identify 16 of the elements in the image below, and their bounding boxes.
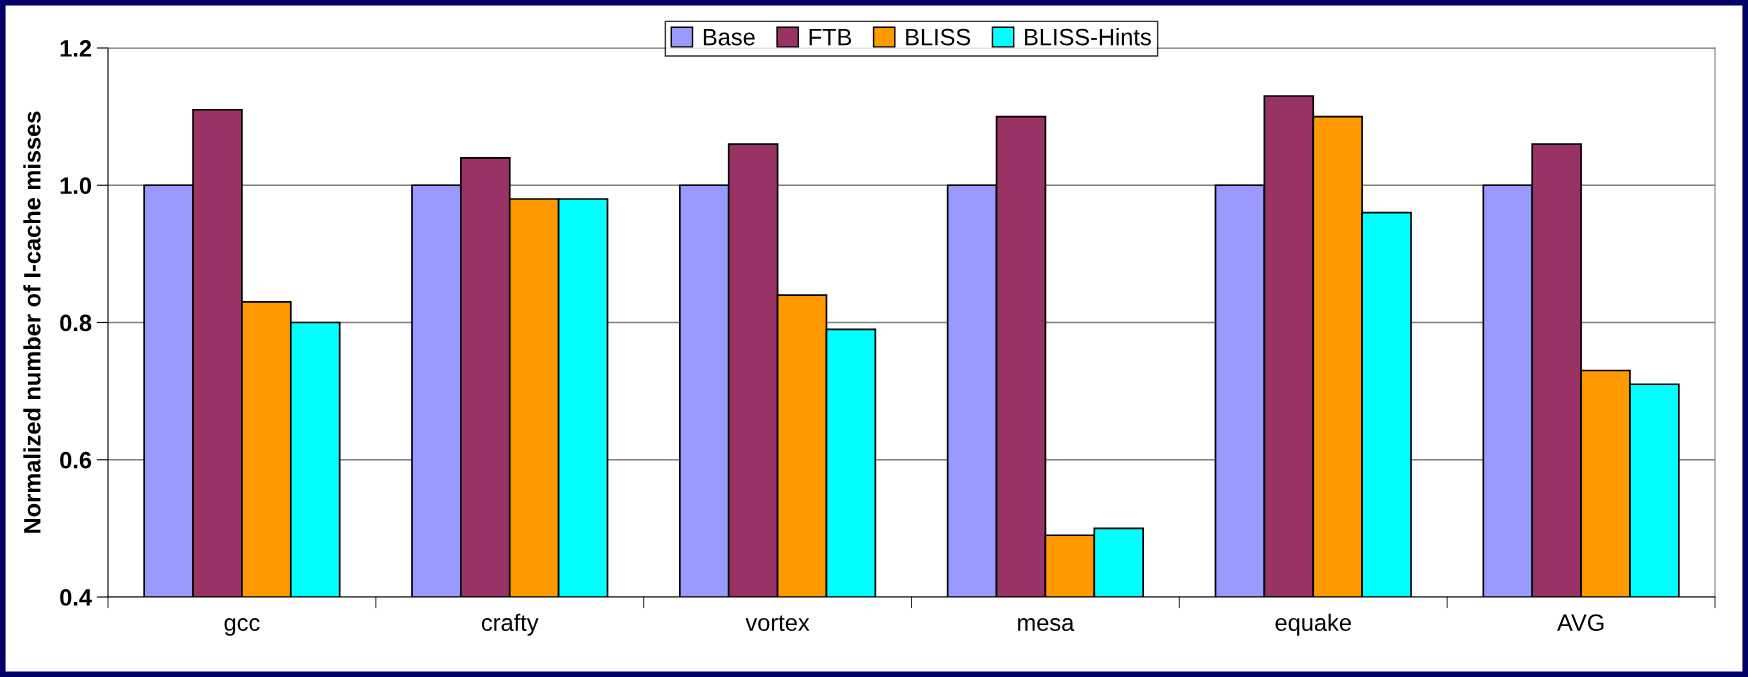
x-tick-label: crafty bbox=[481, 613, 539, 636]
x-tick-label: vortex bbox=[745, 615, 810, 632]
legend-label: FTB bbox=[809, 28, 852, 46]
y-axis-title: Normalized number of I-cache misses bbox=[23, 111, 41, 533]
x-tick-label: gcc bbox=[224, 618, 260, 636]
y-tick-label: 1.2 bbox=[60, 40, 92, 57]
x-tick-label: equake bbox=[1275, 613, 1351, 636]
y-tick-label: 0.4 bbox=[60, 589, 92, 606]
y-tick-label: 1.0 bbox=[60, 177, 92, 195]
legend-label: BLISS-Hints bbox=[1025, 28, 1151, 46]
legend-label: BLISS bbox=[906, 28, 971, 46]
x-tick-label: mesa bbox=[1018, 618, 1075, 632]
x-tick-label: AVG bbox=[1557, 614, 1604, 632]
legend-label: Base bbox=[703, 28, 755, 46]
y-tick-label: 0.8 bbox=[60, 314, 92, 332]
y-tick-label: 0.6 bbox=[60, 451, 92, 469]
